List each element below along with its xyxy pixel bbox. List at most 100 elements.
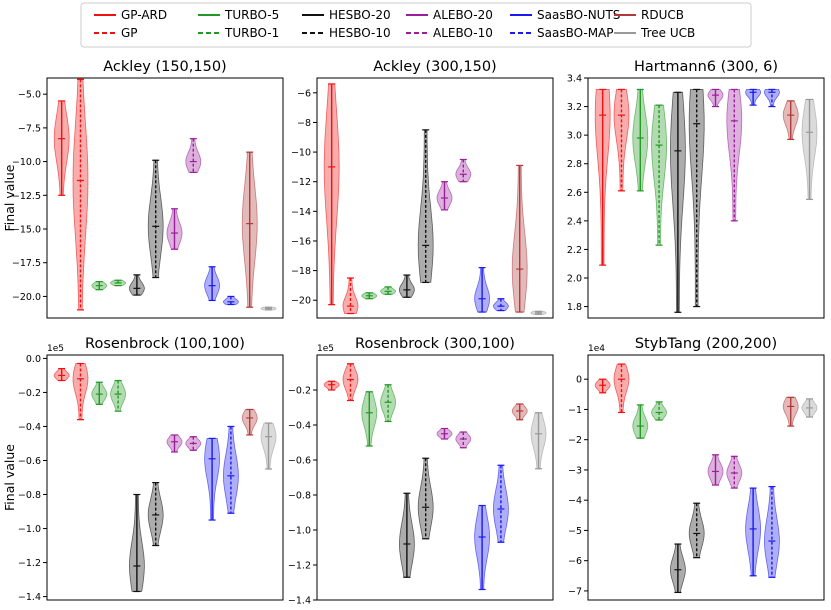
panel-title: Rosenbrock (300,100)	[355, 336, 515, 352]
y-tick-label: 0	[576, 375, 582, 386]
violin-gp	[613, 363, 630, 414]
panel-rosenbrock-100-100: Rosenbrock (100,100) Final value 1e5 0.0 −0.…	[2, 336, 284, 603]
y-tick-label: 3.0	[567, 131, 582, 142]
violin-rducb	[782, 100, 799, 141]
legend-label-gp: GP	[121, 26, 138, 40]
y-tick-label: −16	[291, 236, 311, 247]
y-tick-label: −17.5	[12, 258, 41, 269]
violin-tree-ucb	[260, 306, 277, 311]
violin-saasbo-map	[492, 298, 509, 312]
y-tick-label: −1.4	[288, 596, 311, 607]
violin-saasbo-map	[222, 295, 239, 306]
violin-gp-ard	[594, 378, 611, 394]
legend-label-turbo-5: TURBO-5	[224, 8, 279, 22]
y-tick-label: −0.4	[288, 421, 311, 432]
y-tick-label: −8	[297, 118, 311, 129]
violin-alebo-20	[166, 208, 183, 250]
legend-entry-alebo-10: ALEBO-10	[406, 26, 493, 40]
violin-alebo-20	[436, 427, 453, 440]
violin-turbo-5	[91, 280, 108, 291]
violin-saasbo-nuts	[745, 88, 762, 106]
legend-entry-turbo-1: TURBO-1	[198, 26, 279, 40]
violin-saasbo-nuts	[204, 266, 221, 302]
violin-saasbo-map	[492, 464, 509, 543]
y-tick-label: −0.8	[288, 491, 311, 502]
violin-gp-ard	[323, 380, 340, 391]
y-axis-exponent: 1e5	[317, 344, 334, 354]
violin-alebo-20	[707, 454, 724, 486]
y-tick-label: −3	[568, 465, 582, 476]
legend: GP-ARD GP TURBO-5 TURBO-1 HESBO-20 HESBO-10 AL…	[80, 2, 752, 48]
legend-label-hesbo-10: HESBO-10	[329, 26, 391, 40]
y-tick-label: −20.0	[12, 292, 41, 303]
legend-entry-tree-ucb: Tree UCB	[614, 26, 695, 40]
violin-rducb	[782, 396, 799, 427]
violin-hesbo-20	[669, 91, 686, 313]
violin-hesbo-20	[398, 492, 415, 578]
violin-alebo-10	[185, 138, 202, 173]
violin-alebo-20	[707, 88, 724, 108]
legend-entry-hesbo-10: HESBO-10	[302, 26, 391, 40]
violin-turbo-5	[91, 381, 108, 405]
violin-hesbo-20	[128, 274, 145, 296]
y-tick-label: −12.5	[12, 191, 41, 202]
violin-turbo-1	[380, 384, 397, 423]
violin-alebo-20	[166, 434, 183, 453]
violin-body	[222, 295, 239, 305]
panel-ackley-150-150: Ackley (150,150) Final value −5.0 −7.5 −10.0…	[2, 59, 284, 319]
y-tick-label: 3.2	[567, 102, 582, 113]
panel-rosenbrock-300-100: Rosenbrock (300,100) 1e5 −0.2 −0.4 −0.6 −0.8 −…	[288, 336, 554, 607]
y-tick-label: −0.4	[18, 422, 41, 433]
y-tick-label: −10	[291, 148, 311, 159]
violin-alebo-20	[436, 181, 453, 211]
panel-stybtang-200-200: StybTang (200,200) 1e4 0 −1 −2 −3 −4 −5 −6 −7	[568, 336, 825, 601]
violin-alebo-10	[185, 436, 202, 451]
violin-tree-ucb	[801, 98, 818, 201]
y-tick-label: −1.0	[288, 526, 311, 537]
violin-hesbo-20	[670, 543, 686, 594]
y-tick-label: −10.0	[12, 157, 41, 168]
violin-gp	[72, 78, 89, 311]
violin-saasbo-map	[222, 425, 239, 514]
y-tick-label: 2.4	[567, 216, 582, 227]
y-tick-label: −0.6	[288, 456, 311, 467]
y-tick-label: −12	[291, 177, 311, 188]
y-tick-label: −20	[291, 296, 311, 307]
violin-turbo-1	[110, 279, 127, 287]
violin-gp	[342, 363, 359, 402]
legend-label-alebo-10: ALEBO-10	[433, 26, 493, 40]
y-tick-label: −0.2	[288, 386, 311, 397]
panel-frame	[316, 354, 554, 601]
violin-hesbo-20	[398, 274, 415, 298]
legend-entry-gp: GP	[94, 26, 138, 40]
legend-label-tree-ucb: Tree UCB	[640, 26, 695, 40]
y-tick-label: 1.8	[567, 302, 582, 313]
violin-turbo-5	[361, 292, 378, 300]
legend-label-turbo-1: TURBO-1	[224, 26, 279, 40]
violin-gp-ard	[53, 368, 70, 382]
y-tick-label: −0.8	[18, 490, 41, 501]
y-tick-label: −7.5	[18, 123, 41, 134]
violin-gp	[342, 277, 359, 315]
y-tick-label: 3.4	[567, 74, 582, 85]
legend-entry-hesbo-20: HESBO-20	[302, 8, 391, 22]
panel-title: Hartmann6 (300, 6)	[634, 59, 778, 75]
legend-label-alebo-20: ALEBO-20	[433, 8, 493, 22]
panel-title: Rosenbrock (100,100)	[85, 336, 245, 352]
legend-entry-turbo-5: TURBO-5	[198, 8, 279, 22]
violin-turbo-1	[380, 286, 397, 295]
violin-turbo-1	[651, 104, 668, 246]
y-tick-label: 2.8	[567, 159, 582, 170]
legend-label-hesbo-20: HESBO-20	[329, 8, 391, 22]
y-tick-label: −0.2	[18, 388, 41, 399]
y-tick-label: −0.6	[18, 456, 41, 467]
legend-entry-rducb: RDUCB	[614, 8, 684, 22]
violin-alebo-10	[455, 158, 472, 183]
violin-saasbo-nuts	[745, 487, 761, 577]
violin-rducb	[241, 151, 258, 308]
violin-gp-ard	[323, 83, 340, 306]
legend-entry-saasbo-nuts: SaasBO-NUTS	[510, 8, 620, 22]
violin-tree-ucb	[530, 310, 547, 315]
panel-hartmann6-300-6: Hartmann6 (300, 6) 1.8 2.0 2.2 2.4 2.6 2.8 3.0 3…	[567, 59, 825, 319]
y-tick-label: −18	[291, 266, 311, 277]
